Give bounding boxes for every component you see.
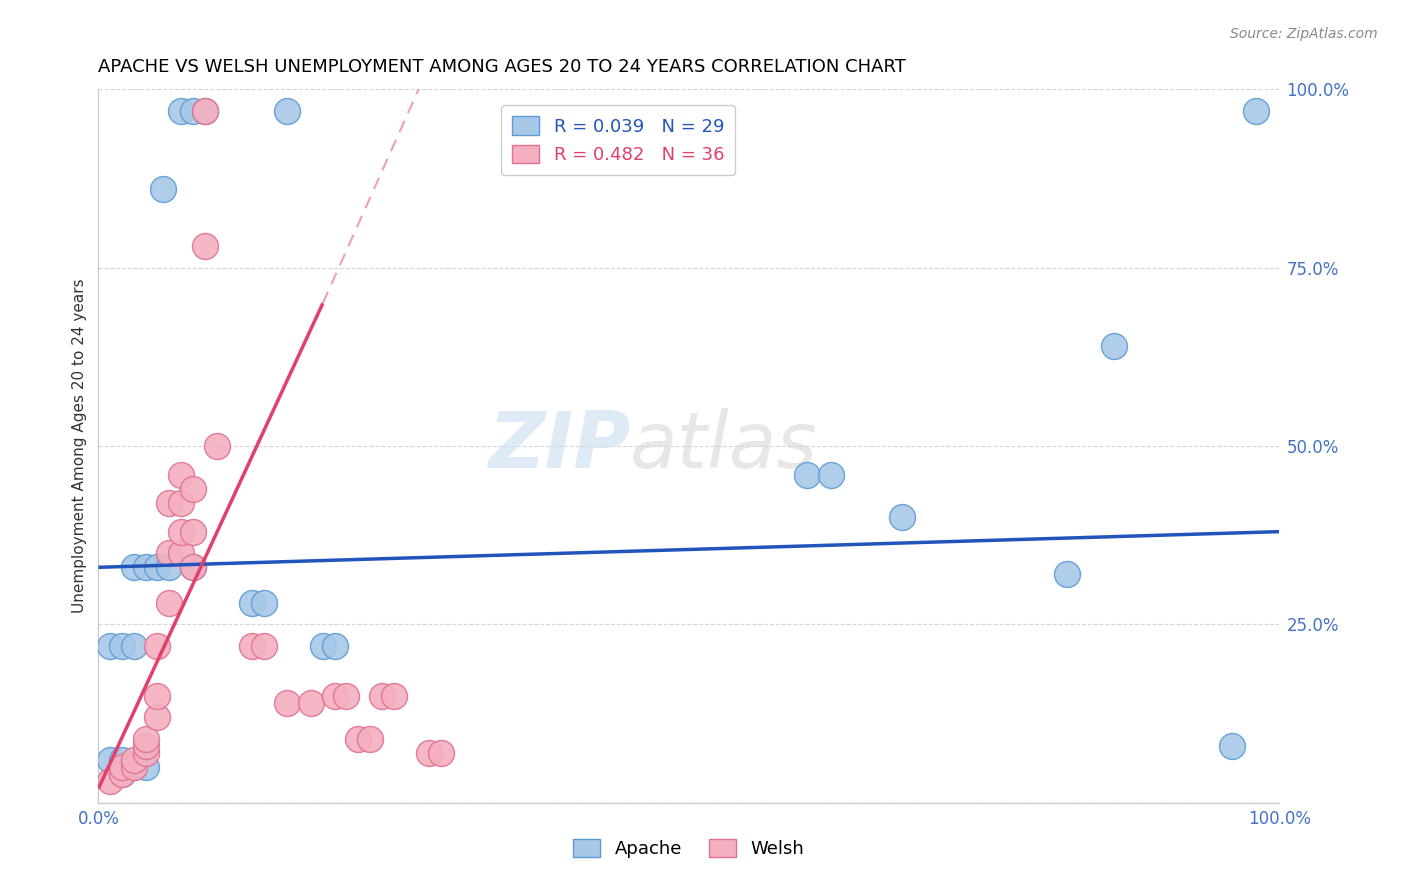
Point: [347, 731, 370, 746]
Point: [1244, 103, 1267, 118]
Point: [240, 639, 263, 653]
Point: [170, 546, 193, 560]
Point: [146, 639, 169, 653]
Point: [135, 560, 157, 574]
Point: [359, 731, 381, 746]
Point: [382, 689, 405, 703]
Point: [194, 103, 217, 118]
Text: Source: ZipAtlas.com: Source: ZipAtlas.com: [1230, 27, 1378, 41]
Point: [146, 710, 169, 724]
Point: [157, 546, 180, 560]
Point: [181, 103, 204, 118]
Point: [122, 760, 145, 774]
Point: [98, 753, 121, 767]
Point: [890, 510, 912, 524]
Point: [335, 689, 357, 703]
Point: [152, 182, 174, 196]
Point: [122, 760, 145, 774]
Point: [170, 467, 193, 482]
Point: [205, 439, 228, 453]
Point: [111, 767, 134, 781]
Point: [253, 639, 276, 653]
Point: [418, 746, 440, 760]
Point: [135, 739, 157, 753]
Point: [170, 524, 193, 539]
Point: [194, 103, 217, 118]
Point: [371, 689, 394, 703]
Point: [111, 753, 134, 767]
Point: [111, 760, 134, 774]
Point: [323, 639, 346, 653]
Point: [181, 482, 204, 496]
Point: [146, 560, 169, 574]
Point: [796, 467, 818, 482]
Point: [312, 639, 335, 653]
Text: APACHE VS WELSH UNEMPLOYMENT AMONG AGES 20 TO 24 YEARS CORRELATION CHART: APACHE VS WELSH UNEMPLOYMENT AMONG AGES …: [98, 58, 907, 76]
Point: [240, 596, 263, 610]
Point: [323, 689, 346, 703]
Point: [111, 639, 134, 653]
Point: [299, 696, 322, 710]
Text: ZIP: ZIP: [488, 408, 630, 484]
Point: [157, 560, 180, 574]
Point: [146, 689, 169, 703]
Point: [253, 596, 276, 610]
Point: [135, 746, 157, 760]
Y-axis label: Unemployment Among Ages 20 to 24 years: Unemployment Among Ages 20 to 24 years: [72, 278, 87, 614]
Point: [276, 103, 298, 118]
Point: [181, 560, 204, 574]
Point: [170, 103, 193, 118]
Point: [170, 496, 193, 510]
Point: [1220, 739, 1243, 753]
Point: [98, 639, 121, 653]
Point: [181, 524, 204, 539]
Text: atlas: atlas: [630, 408, 818, 484]
Point: [122, 753, 145, 767]
Point: [135, 731, 157, 746]
Point: [157, 496, 180, 510]
Point: [135, 760, 157, 774]
Point: [157, 596, 180, 610]
Point: [111, 767, 134, 781]
Legend: Apache, Welsh: Apache, Welsh: [567, 831, 811, 865]
Point: [430, 746, 453, 760]
Point: [194, 239, 217, 253]
Point: [1102, 339, 1125, 353]
Point: [98, 774, 121, 789]
Point: [1056, 567, 1078, 582]
Point: [122, 639, 145, 653]
Point: [820, 467, 842, 482]
Point: [181, 560, 204, 574]
Point: [122, 560, 145, 574]
Point: [276, 696, 298, 710]
